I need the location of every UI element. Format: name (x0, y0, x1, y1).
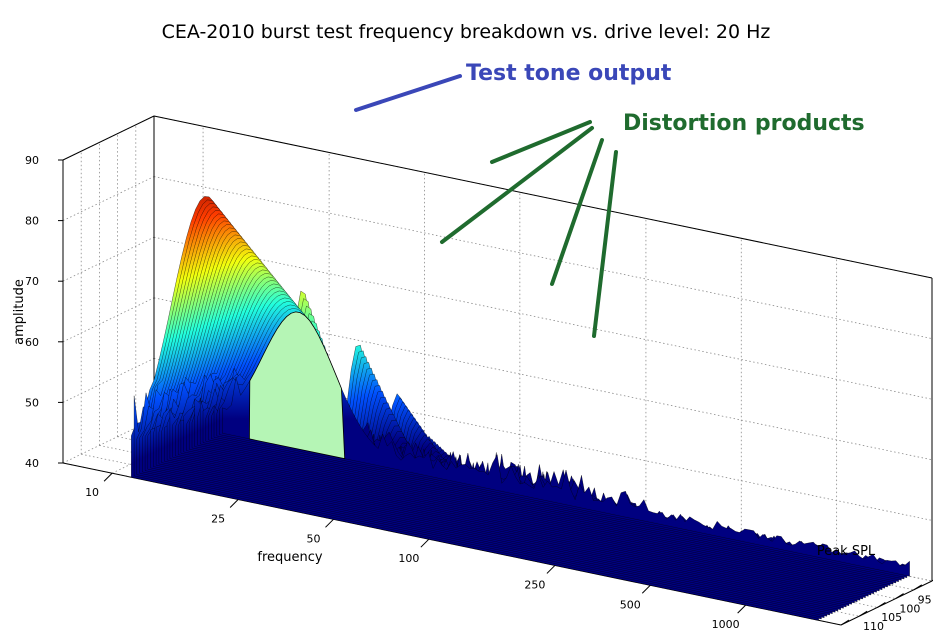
y-tick-label: 105 (881, 611, 902, 624)
z-tick-label: 70 (25, 275, 39, 288)
box-edge (62, 115, 155, 161)
chart-title: CEA-2010 burst test frequency breakdown … (162, 21, 771, 43)
grid-line (62, 297, 155, 343)
surface-ribbons (131, 196, 910, 621)
x-tick-mark (546, 565, 556, 574)
z-tick-label: 80 (25, 215, 39, 228)
pointer-line (592, 150, 618, 338)
y-tick-label: 95 (918, 594, 932, 607)
pointer-line (550, 138, 604, 286)
y-tick-label: 110 (863, 620, 884, 632)
z-tick-label: 50 (25, 396, 39, 409)
annotations: Test tone output Distortion products (354, 61, 865, 338)
x-tick-mark (737, 604, 746, 614)
z-axis-label: amplitude (12, 279, 27, 345)
x-tick-label: 50 (306, 532, 320, 545)
grid-line (62, 176, 155, 221)
x-tick-label: 100 (398, 552, 419, 565)
y-tick-mark (913, 584, 923, 591)
z-tick-label: 40 (25, 457, 39, 470)
axis-ticks: 4050607080901025501002505001000859095100… (25, 154, 932, 632)
grid-line (153, 176, 933, 339)
y-tick-mark (840, 619, 850, 626)
grid-line (62, 236, 155, 282)
annotation-distortion: Distortion products (623, 111, 865, 136)
box-edge (153, 115, 933, 279)
x-tick-label: 250 (524, 578, 545, 591)
pointer-line (354, 74, 462, 112)
y-tick-mark (877, 601, 886, 608)
x-axis-label: frequency (257, 550, 323, 565)
x-tick-mark (641, 584, 651, 594)
pointer-line (490, 120, 592, 164)
front-face (248, 311, 346, 460)
annotation-test-tone: Test tone output (466, 61, 672, 86)
x-tick-mark (229, 499, 239, 508)
grid-line (62, 358, 155, 403)
x-tick-label: 500 (620, 598, 641, 611)
grid-line (153, 236, 933, 400)
x-tick-mark (103, 472, 113, 482)
y-axis-label: Peak SPL (817, 544, 876, 559)
x-tick-label: 25 (211, 512, 225, 525)
z-tick-label: 90 (25, 154, 39, 167)
x-tick-label: 10 (85, 486, 99, 499)
y-tick-mark (895, 593, 904, 600)
x-tick-mark (420, 538, 430, 548)
y-tick-label: 100 (899, 602, 920, 615)
x-tick-label: 1000 (712, 618, 740, 631)
x-tick-mark (325, 518, 334, 528)
y-tick-mark (858, 610, 868, 617)
pointer-line (440, 126, 594, 244)
z-tick-label: 60 (25, 336, 39, 349)
